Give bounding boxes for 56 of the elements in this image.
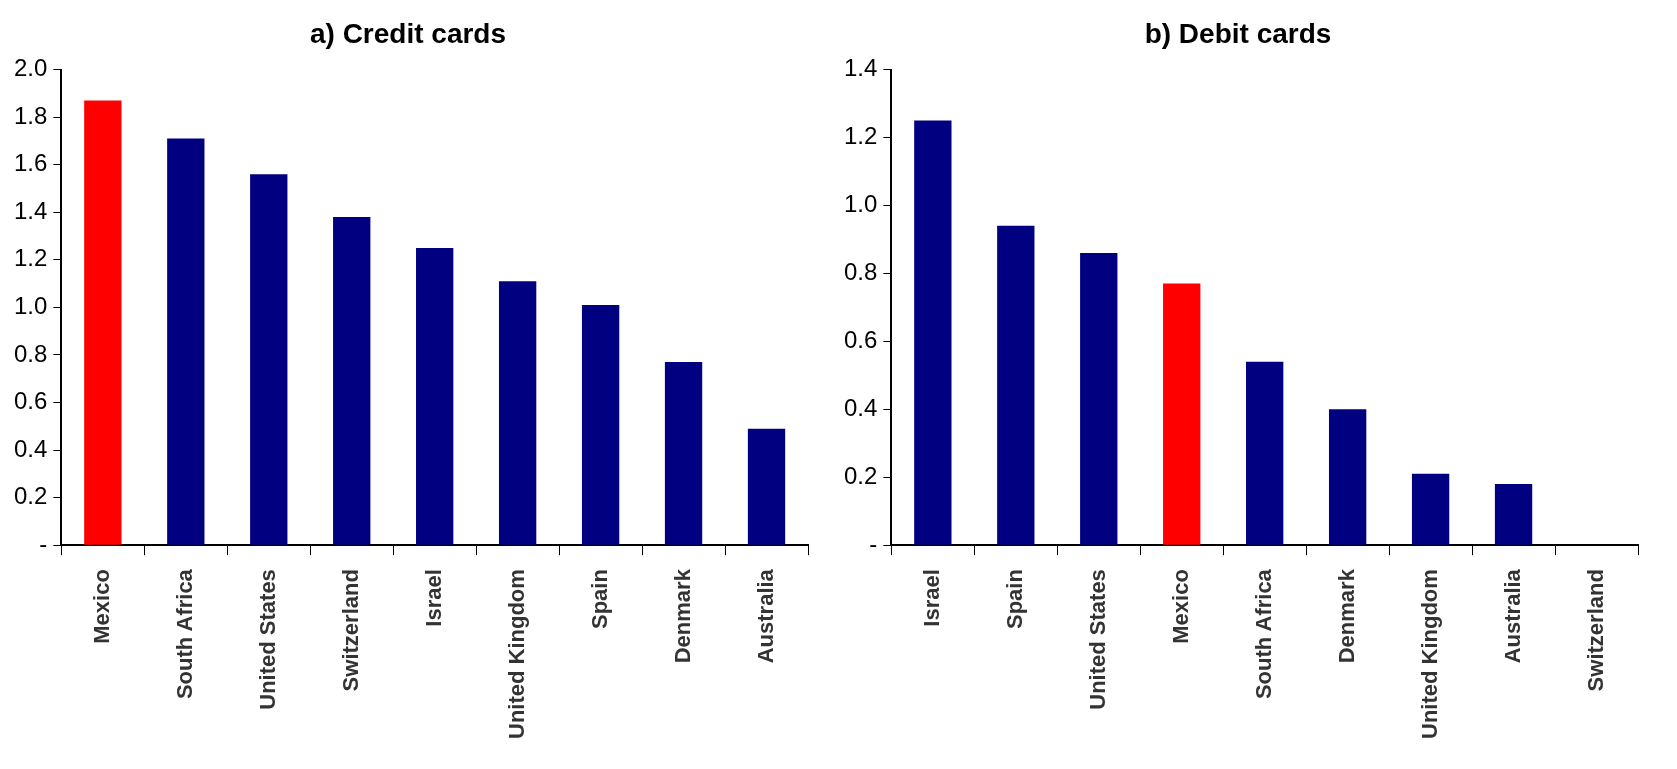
x-tick-label: Denmark	[1333, 568, 1359, 664]
bar	[250, 174, 288, 545]
y-tick-label: 2.0	[13, 54, 48, 82]
y-tick-label: -	[869, 529, 878, 557]
bar	[498, 281, 537, 545]
bar	[1328, 409, 1367, 545]
x-tick-label: Switzerland	[1582, 569, 1608, 692]
chart-title: a) Credit cards	[309, 17, 507, 49]
x-tick-label: Israel	[918, 569, 944, 627]
bar	[1080, 253, 1118, 545]
y-tick-label: 0.4	[843, 393, 878, 421]
x-tick-label: Mexico	[1167, 569, 1193, 644]
bar	[1163, 283, 1201, 545]
y-tick-label: 0.6	[843, 325, 878, 353]
y-tick-label: 0.2	[843, 461, 878, 489]
bar	[1246, 361, 1284, 545]
y-tick-label: 1.0	[13, 291, 48, 319]
x-tick-label: United States	[1084, 569, 1110, 710]
x-tick-label: Israel	[420, 569, 446, 627]
x-tick-label: Mexico	[88, 569, 114, 644]
chart-title: b) Debit cards	[1144, 17, 1332, 49]
x-tick-label: South Africa	[1250, 568, 1276, 700]
x-tick-label: Switzerland	[337, 569, 363, 692]
y-tick-label: 0.8	[13, 339, 48, 367]
y-tick-label: 1.4	[843, 54, 878, 82]
bar	[333, 217, 371, 545]
bar	[167, 138, 205, 545]
y-tick-label: 0.6	[13, 387, 48, 415]
y-tick-label: 0.8	[843, 258, 878, 286]
bar	[581, 304, 620, 545]
bar	[997, 225, 1035, 545]
bar	[664, 362, 703, 545]
x-tick-label: South Africa	[171, 568, 197, 700]
x-tick-label: Denmark	[669, 568, 695, 664]
x-tick-label: Spain	[586, 569, 612, 630]
x-tick-label: United Kingdom	[503, 569, 529, 740]
bar	[914, 120, 952, 545]
y-tick-label: 1.2	[843, 122, 878, 150]
x-tick-label: Spain	[1001, 569, 1027, 630]
x-tick-label: Australia	[752, 568, 778, 664]
y-tick-label: 1.2	[13, 244, 48, 272]
y-tick-label: 1.4	[13, 196, 48, 224]
bar	[84, 100, 122, 545]
bar	[1411, 473, 1450, 545]
y-tick-label: 0.4	[13, 434, 48, 462]
x-tick-label: United Kingdom	[1416, 569, 1442, 740]
x-tick-label: United States	[254, 569, 280, 710]
bar	[747, 428, 786, 545]
x-tick-label: Australia	[1499, 568, 1525, 664]
bar	[416, 247, 454, 545]
bar	[1494, 483, 1533, 545]
y-tick-label: 0.2	[13, 482, 48, 510]
y-tick-label: -	[39, 529, 48, 557]
y-tick-label: 1.6	[13, 149, 48, 177]
y-tick-label: 1.8	[13, 101, 48, 129]
y-tick-label: 1.0	[843, 190, 878, 218]
